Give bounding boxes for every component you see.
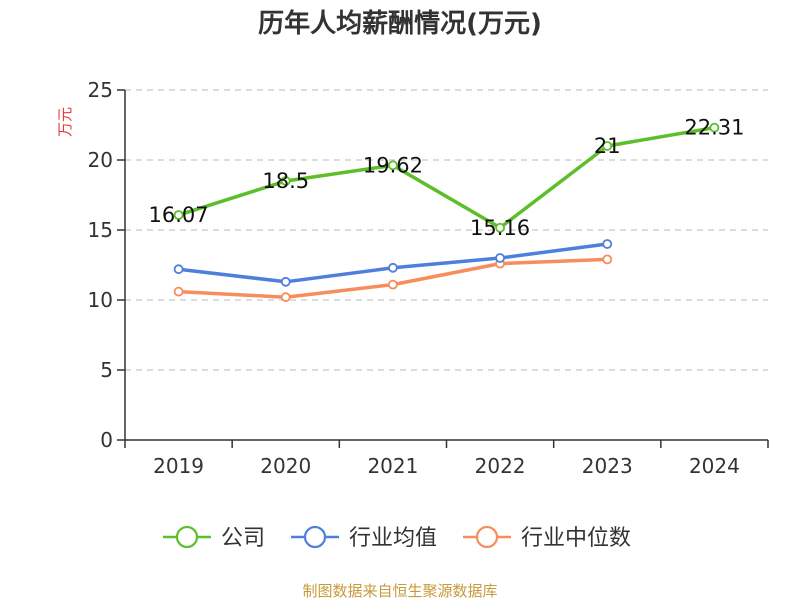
- data-label: 21: [594, 134, 621, 158]
- x-tick-label: 2019: [153, 454, 204, 478]
- legend-label: 行业均值: [349, 526, 437, 551]
- y-tick-label: 25: [88, 78, 113, 102]
- y-tick-label: 15: [88, 218, 113, 242]
- legend[interactable]: 公司 行业均值 行业中位数: [163, 525, 631, 551]
- data-point[interactable]: [173, 286, 184, 297]
- legend-marker: [175, 525, 199, 549]
- data-point[interactable]: [602, 141, 613, 151]
- data-label: 16.07: [149, 203, 209, 227]
- data-label: 15.16: [470, 216, 530, 240]
- legend-item-1[interactable]: 行业均值: [291, 525, 437, 551]
- data-point[interactable]: [280, 292, 291, 303]
- x-tick-label: 2021: [367, 454, 418, 478]
- data-label: 22.31: [684, 116, 744, 140]
- x-tick-label: 2020: [260, 454, 311, 478]
- legend-marker: [303, 525, 327, 549]
- legend-label: 行业中位数: [521, 526, 631, 551]
- legend-item-2[interactable]: 行业中位数: [463, 525, 631, 551]
- y-tick-label: 20: [88, 148, 113, 172]
- series-lines: [173, 122, 720, 303]
- data-point[interactable]: [602, 239, 613, 249]
- data-labels: 16.07 18.5 19.62 15.16 21 22.31: [149, 116, 745, 240]
- series-line-0: [178, 125, 715, 230]
- legend-item-0[interactable]: 公司: [163, 525, 265, 551]
- data-label: 19.62: [363, 153, 423, 177]
- y-axis-label: 万元: [56, 107, 74, 137]
- data-label: 18.5: [262, 169, 309, 193]
- data-point[interactable]: [388, 262, 398, 273]
- x-tick-label: 2022: [475, 454, 526, 478]
- data-point[interactable]: [495, 222, 505, 233]
- data-point[interactable]: [173, 264, 184, 275]
- chart-title: 历年人均薪酬情况(万元): [258, 8, 542, 39]
- data-point[interactable]: [173, 210, 184, 220]
- grid-lines: [125, 89, 768, 371]
- y-tick-label: 10: [88, 288, 113, 312]
- data-point[interactable]: [388, 279, 398, 290]
- data-point[interactable]: [280, 176, 291, 186]
- data-point[interactable]: [602, 254, 613, 265]
- data-point[interactable]: [709, 122, 720, 133]
- legend-marker: [475, 525, 499, 549]
- source-note: 制图数据来自恒生聚源数据库: [302, 582, 497, 600]
- x-tick-label: 2024: [689, 454, 740, 478]
- data-point[interactable]: [280, 276, 291, 287]
- data-point[interactable]: [388, 160, 398, 171]
- x-tick-label: 2023: [582, 454, 633, 478]
- data-point[interactable]: [495, 253, 505, 263]
- y-tick-label: 0: [100, 428, 113, 452]
- axes: 0 5 10 15 20 25 2019 2020 2021 2022 2023 2024: [88, 78, 769, 478]
- legend-label: 公司: [221, 526, 265, 551]
- y-tick-label: 5: [100, 358, 113, 382]
